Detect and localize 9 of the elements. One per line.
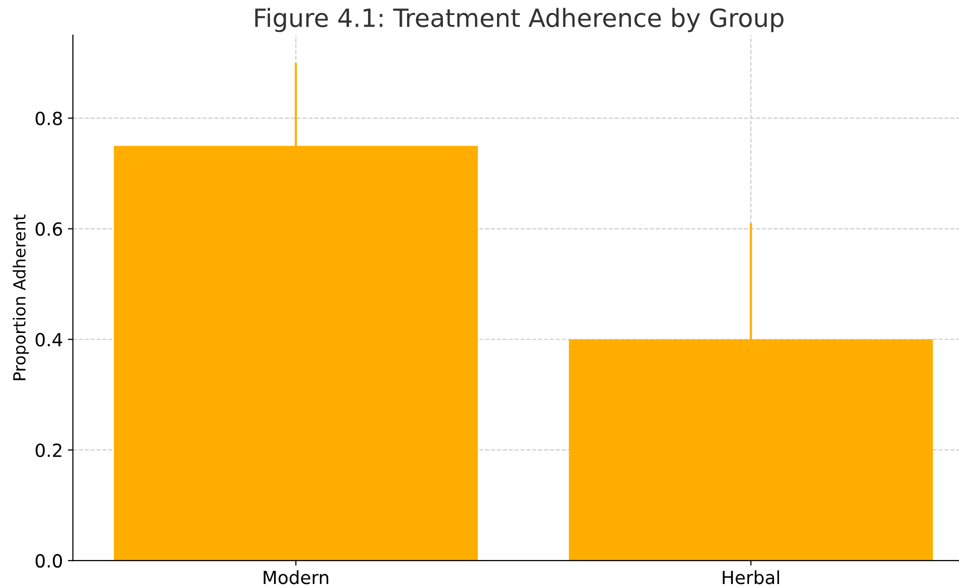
y-tick-label: 0.8 [36,112,62,126]
y-tick-label: 0.6 [36,222,62,236]
x-tick-label: Herbal [722,570,780,584]
y-axis-title: Proportion Adherent [12,214,29,380]
y-tick-label: 0.2 [36,443,62,458]
y-tick-label: 0.4 [36,332,62,346]
y-tick-label: 0.0 [36,554,62,568]
x-tick-label: Modern [264,570,328,584]
chart-title: Figure 4.1: Treatment Adherence by Group [255,8,784,32]
